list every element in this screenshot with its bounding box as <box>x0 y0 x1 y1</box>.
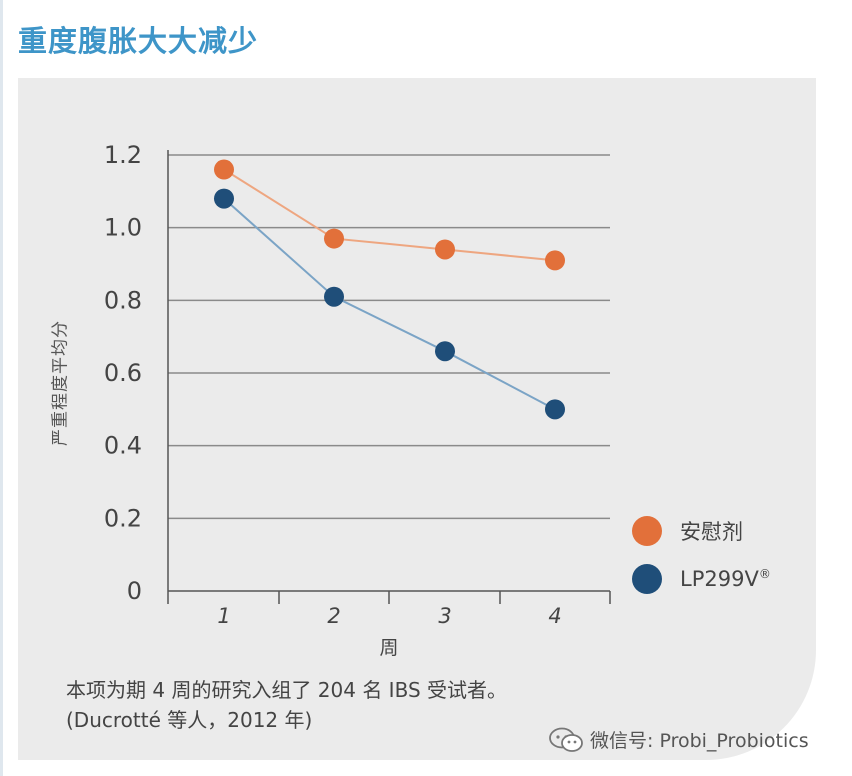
data-point <box>324 228 344 249</box>
watermark-text: 微信号: Probi_Probiotics <box>590 730 809 752</box>
wechat-icon <box>549 727 583 752</box>
y-tick-label: 0.2 <box>104 504 142 532</box>
x-tick-label: 2 <box>327 604 340 628</box>
data-point <box>435 341 455 362</box>
legend-item-lp299v: LP299V® <box>632 564 771 594</box>
y-tick-label: 0.4 <box>104 432 142 460</box>
legend-label-lp299v: LP299V® <box>680 567 771 591</box>
y-tick-label: 0.6 <box>104 359 142 387</box>
y-tick-label: 1.2 <box>104 141 142 169</box>
footnote-study: 本项为期 4 周的研究入组了 204 名 IBS 受试者。 <box>66 678 508 702</box>
series-line <box>223 197 556 411</box>
footnote-citation: (Ducrotté 等人，2012 年) <box>66 708 313 732</box>
data-point <box>324 286 344 307</box>
data-point <box>545 399 565 420</box>
data-point <box>214 159 234 180</box>
series-line <box>223 168 556 262</box>
x-axis-label: 周 <box>379 637 399 659</box>
legend-label-placebo: 安慰剂 <box>680 520 743 544</box>
legend-item-placebo: 安慰剂 <box>632 516 743 546</box>
y-axis-label: 严重程度平均分 <box>50 320 71 446</box>
chart-card <box>18 78 816 760</box>
page-title: 重度腹胀大大减少 <box>18 24 259 58</box>
y-tick-label: 0.8 <box>104 286 142 314</box>
data-point <box>435 239 455 260</box>
watermark: 微信号: Probi_Probiotics <box>548 726 809 753</box>
data-point <box>214 188 234 209</box>
x-tick-label: 3 <box>438 604 451 628</box>
x-tick-label: 1 <box>217 604 230 628</box>
legend-marker-placebo <box>632 516 662 546</box>
legend-marker-lp299v <box>632 564 662 594</box>
x-tick-label: 4 <box>548 604 561 628</box>
y-tick-label: 1.0 <box>104 214 142 242</box>
y-tick-label: 0 <box>127 577 142 605</box>
data-point <box>545 250 565 271</box>
left-border <box>0 0 3 776</box>
